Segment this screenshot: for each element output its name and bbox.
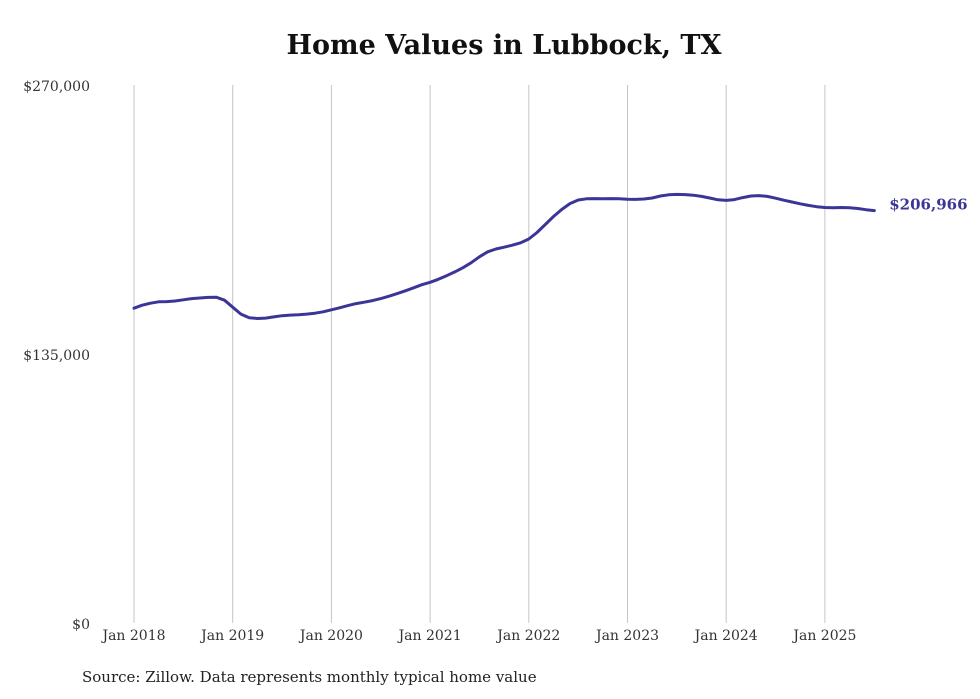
x-tick-label: Jan 2022 — [495, 628, 560, 644]
chart-title: Home Values in Lubbock, TX — [286, 30, 722, 61]
y-tick-label: $0 — [72, 617, 90, 633]
x-tick-label: Jan 2023 — [594, 628, 659, 644]
y-tick-label: $135,000 — [23, 348, 90, 364]
x-tick-label: Jan 2018 — [100, 628, 165, 644]
tick-labels: Jan 2018 Jan 2019 Jan 2020 Jan 2021 Jan 2022… — [23, 79, 967, 644]
y-tick-label: $270,000 — [23, 79, 90, 95]
x-tick-label: Jan 2019 — [199, 628, 264, 644]
series-lines — [132, 192, 876, 320]
x-tick-label: Jan 2021 — [397, 628, 462, 644]
series-end-label: $206,966 — [889, 196, 967, 214]
series-line — [132, 192, 876, 320]
gridlines — [133, 85, 826, 623]
x-tick-label: Jan 2020 — [298, 628, 363, 644]
x-tick-label: Jan 2024 — [693, 628, 758, 644]
source-note: Source: Zillow. Data represents monthly … — [82, 668, 537, 686]
x-tick-label: Jan 2025 — [791, 628, 856, 644]
